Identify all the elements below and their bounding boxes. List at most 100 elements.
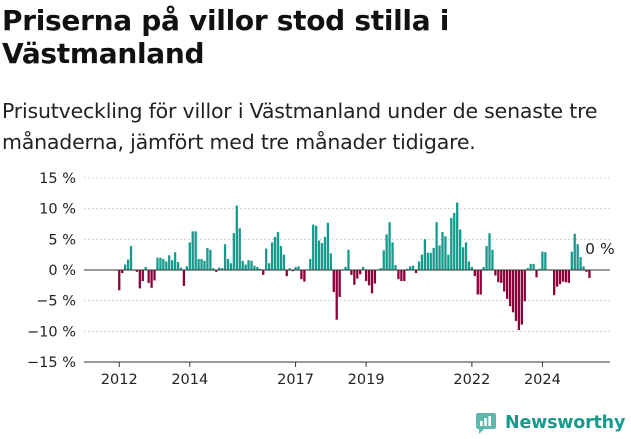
x-tick-label: 2022 [453,372,490,388]
bar [270,242,274,270]
bar [209,249,212,270]
bar [388,222,391,270]
brand-name: Newsworthy [505,413,626,433]
bar [241,260,244,270]
bar [273,236,277,270]
bar [479,270,482,295]
bar [279,246,283,270]
bar [150,270,153,288]
bar [309,258,312,270]
bar [414,270,418,274]
bar [538,268,541,270]
x-tick-label: 2014 [171,372,208,388]
bar [526,268,529,270]
bar [426,252,429,270]
bar [191,231,194,270]
bar [212,268,215,270]
bar [173,252,177,270]
bar [485,246,488,270]
bar [544,252,547,270]
bar [297,266,300,270]
bar [506,270,509,299]
bar [144,266,147,270]
bar [332,270,335,293]
bar [494,270,497,276]
bar [344,266,347,270]
y-tick-label: −15 % [27,355,76,371]
bar [514,270,518,321]
bar [403,270,406,282]
bar [259,268,262,270]
bar [303,270,306,282]
chart-subtitle: Prisutveckling för villor i Västmanland … [2,99,598,154]
bar [394,265,397,270]
x-tick-label: 2024 [524,372,561,388]
bar-chart: 15 % 10 % 5 % 0 % −5 % −10 % −15 % 2012 2014 2017… [27,171,615,388]
bar [265,248,268,270]
bar [500,270,503,283]
bar [347,249,350,270]
bar [121,270,124,274]
bar [179,267,183,270]
bar [135,270,139,272]
bar [382,250,385,270]
bar [350,270,353,275]
newsworthy-brand: Newsworthy [474,408,625,438]
y-tick-label: 10 % [39,202,76,218]
bar [491,249,494,270]
bar [585,270,588,272]
bar [147,270,150,283]
bar [250,260,253,270]
bar [238,228,241,270]
bar [315,225,318,270]
bar-series [118,202,591,331]
bar [411,265,415,270]
bar [362,266,365,270]
y-tick-label: −5 % [36,294,76,310]
bar [464,242,468,270]
bar [588,270,591,278]
bar [567,270,570,283]
bar [379,268,382,270]
bar [367,270,371,286]
bar [558,270,562,285]
bar [582,266,585,270]
bar [215,270,218,272]
bar [373,270,377,284]
bar [532,263,535,270]
bar [570,251,573,270]
bar [159,257,162,270]
bar [123,264,127,270]
bar [423,239,427,270]
bar [203,260,206,270]
bar [312,224,315,270]
bar [508,270,512,307]
bar [329,253,332,270]
axes: 15 % 10 % 5 % 0 % −5 % −10 % −15 % 2012 2014 2017… [27,171,610,388]
bar [432,247,435,270]
bar [523,270,526,302]
value-labels: 0 % [585,240,615,258]
bar [294,266,297,270]
bar [503,270,506,292]
bar [444,236,447,270]
bar [529,263,532,270]
bar [232,233,236,270]
bar [453,212,456,270]
bar [168,255,171,270]
bar [338,270,341,297]
bar [356,270,359,279]
bar [223,244,227,270]
x-tick-label: 2017 [277,372,314,388]
bar [226,258,230,270]
bar [406,268,409,270]
bar [323,236,327,270]
bar [420,254,424,270]
bar [118,270,121,291]
bar [561,270,565,282]
bar [291,270,294,272]
bar [229,263,233,270]
bar [461,247,465,270]
bar [576,244,579,270]
bar [220,268,224,270]
